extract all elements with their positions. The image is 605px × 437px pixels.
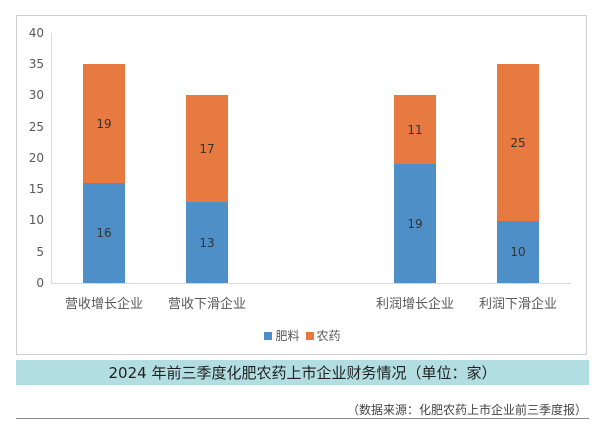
bar-segment-pesticide: 11 <box>394 95 436 164</box>
x-axis <box>51 283 571 284</box>
bar-segment-pesticide: 19 <box>83 64 125 183</box>
y-tick: 15 <box>28 182 44 196</box>
legend-swatch-orange-icon <box>305 331 314 340</box>
legend-label: 农药 <box>316 329 341 343</box>
bar-revenue-growth: 19 16 <box>83 64 125 283</box>
x-label: 营收下滑企业 <box>167 297 246 312</box>
bar-segment-fertilizer: 13 <box>186 202 228 283</box>
legend: 肥料 农药 <box>0 327 605 344</box>
x-label: 利润增长企业 <box>375 297 454 312</box>
legend-label: 肥料 <box>275 329 300 343</box>
legend-item-fertilizer: 肥料 <box>264 327 300 344</box>
y-axis <box>51 33 52 284</box>
bar-segment-fertilizer: 10 <box>497 221 539 283</box>
data-source-note: （数据来源：化肥农药上市企业前三季度报） <box>346 403 587 417</box>
y-tick: 40 <box>28 26 44 40</box>
y-tick: 10 <box>28 213 44 227</box>
y-tick: 35 <box>28 57 44 71</box>
x-label: 利润下滑企业 <box>478 297 557 312</box>
y-tick: 0 <box>36 276 44 290</box>
bar-segment-fertilizer: 19 <box>394 164 436 283</box>
bar-revenue-decline: 17 13 <box>186 95 228 283</box>
y-tick: 25 <box>28 120 44 134</box>
divider <box>16 418 589 419</box>
bar-segment-pesticide: 25 <box>497 64 539 221</box>
y-tick: 20 <box>28 151 44 165</box>
bar-segment-fertilizer: 16 <box>83 183 125 283</box>
legend-item-pesticide: 农药 <box>305 327 341 344</box>
chart-title-banner: 2024 年前三季度化肥农药上市企业财务情况（单位：家） <box>16 360 589 385</box>
bar-profit-decline: 25 10 <box>497 64 539 283</box>
legend-swatch-blue-icon <box>264 331 273 340</box>
y-tick: 5 <box>36 245 44 259</box>
x-label: 营收增长企业 <box>64 297 143 312</box>
y-tick: 30 <box>28 88 44 102</box>
chart-title: 2024 年前三季度化肥农药上市企业财务情况（单位：家） <box>108 364 497 382</box>
bar-segment-pesticide: 17 <box>186 95 228 202</box>
bar-profit-growth: 11 19 <box>394 95 436 283</box>
